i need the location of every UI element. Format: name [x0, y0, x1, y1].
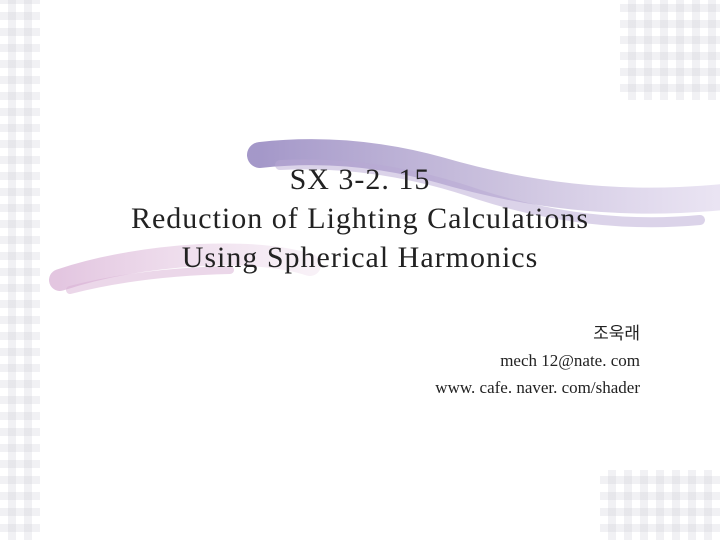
- title-block: SX 3-2. 15 Reduction of Lighting Calcula…: [50, 160, 670, 277]
- author-block: 조욱래 mech 12@nate. com www. cafe. naver. …: [435, 320, 640, 402]
- author-url: www. cafe. naver. com/shader: [435, 374, 640, 401]
- author-name: 조욱래: [435, 320, 640, 347]
- checker-pattern-bottom-right: [600, 470, 720, 540]
- checker-pattern-left: [0, 0, 40, 540]
- author-email: mech 12@nate. com: [435, 347, 640, 374]
- title-line-2: Reduction of Lighting Calculations: [50, 199, 670, 238]
- checker-pattern-right: [620, 0, 720, 100]
- title-line-1: SX 3-2. 15: [50, 160, 670, 199]
- title-line-3: Using Spherical Harmonics: [50, 238, 670, 277]
